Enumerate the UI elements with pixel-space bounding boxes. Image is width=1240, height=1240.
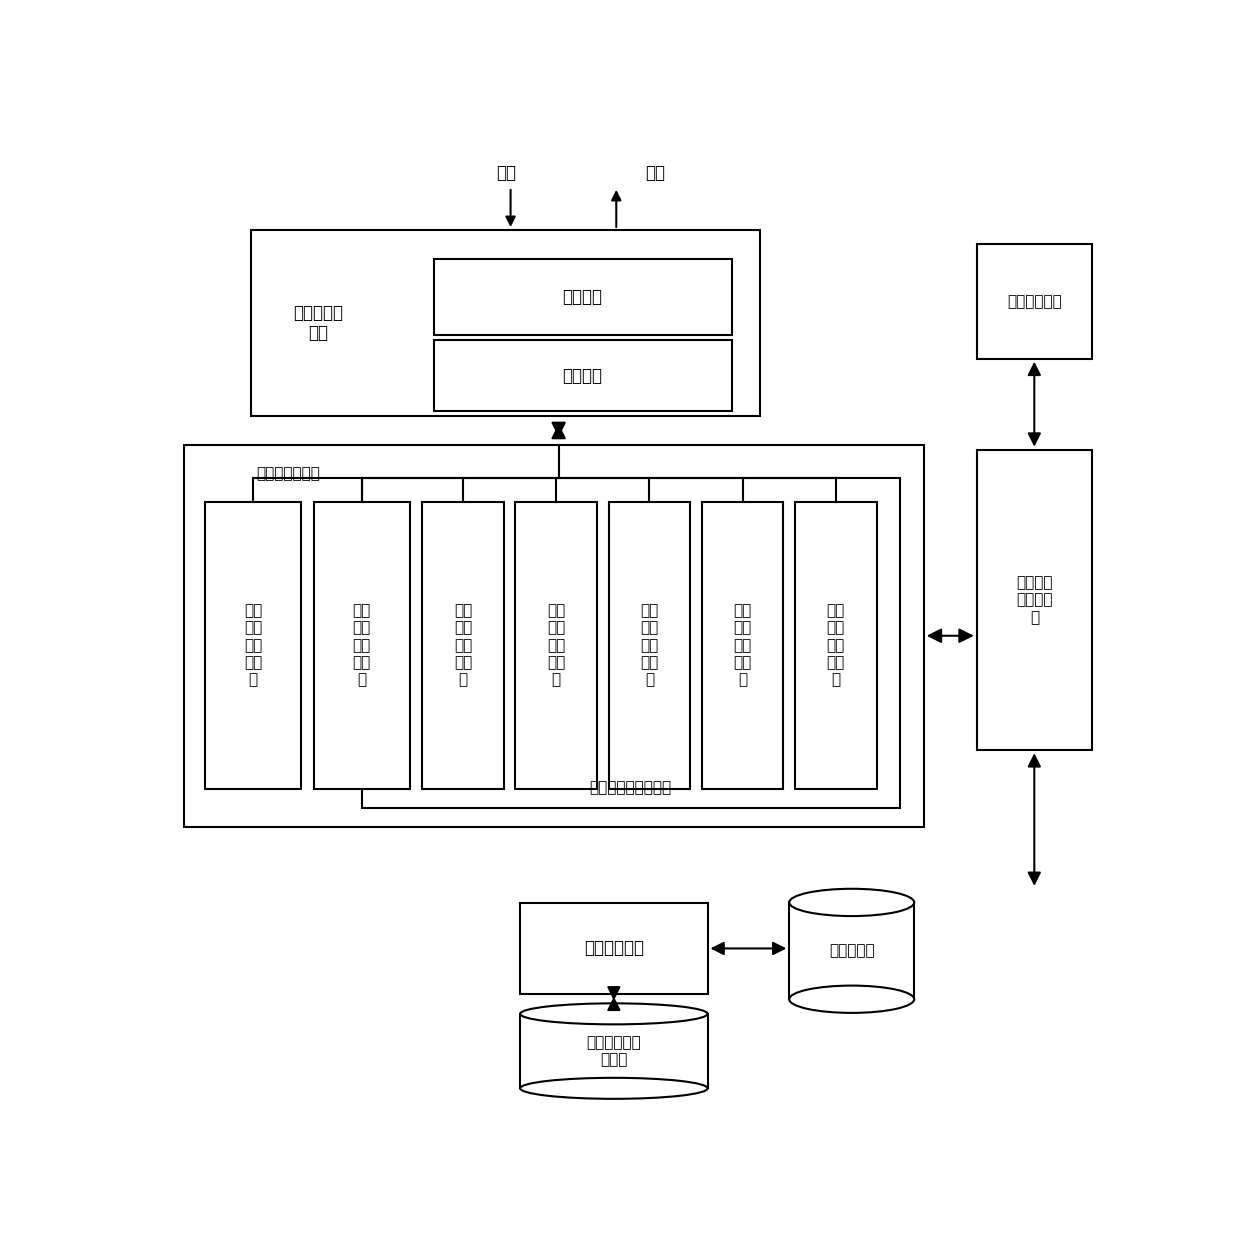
Bar	[789, 903, 914, 999]
Text: 内存数据库: 内存数据库	[828, 944, 874, 959]
Bar	[977, 450, 1092, 750]
Text: 车种
优惠
处理
微服
务: 车种 优惠 处理 微服 务	[454, 603, 472, 688]
Text: 特殊
优惠
处理
微服
务: 特殊 优惠 处理 微服 务	[827, 603, 844, 688]
Bar	[521, 1014, 708, 1089]
Text: 内存数据
库接口模
块: 内存数据 库接口模 块	[1016, 575, 1053, 625]
Bar	[516, 502, 598, 789]
Text: 通讯管理: 通讯管理	[563, 288, 603, 306]
Ellipse shape	[521, 1078, 708, 1099]
Text: 业务判断: 业务判断	[563, 367, 603, 384]
Bar	[250, 229, 760, 417]
Bar	[521, 903, 708, 993]
Bar	[702, 502, 784, 789]
Text: 省外
计费
处理
子模
块: 省外 计费 处理 子模 块	[244, 603, 262, 688]
Ellipse shape	[521, 1003, 708, 1024]
Bar	[362, 479, 900, 807]
Text: 省内
计费
处理
子模
块: 省内 计费 处理 子模 块	[352, 603, 371, 688]
Bar	[434, 259, 732, 335]
Text: 时间
优惠
处理
微服
务: 时间 优惠 处理 微服 务	[734, 603, 751, 688]
Ellipse shape	[790, 889, 914, 916]
Bar	[314, 502, 409, 789]
Text: 收费站服务器
数据库: 收费站服务器 数据库	[587, 1035, 641, 1068]
Text: 计费监控模块: 计费监控模块	[1007, 294, 1061, 309]
Text: 微服务网关
模块: 微服务网关 模块	[294, 304, 343, 342]
Text: 路段
优惠
处理
微服
务: 路段 优惠 处理 微服 务	[547, 603, 565, 688]
Bar	[977, 244, 1092, 358]
Bar	[184, 445, 924, 827]
Bar	[205, 502, 301, 789]
Bar	[795, 502, 877, 789]
Text: 卡片
优惠
处理
微服
务: 卡片 优惠 处理 微服 务	[640, 603, 658, 688]
Text: 计费微服务模块: 计费微服务模块	[255, 466, 320, 481]
Bar	[422, 502, 503, 789]
Ellipse shape	[790, 986, 914, 1013]
Text: 优惠计费处理子模块: 优惠计费处理子模块	[590, 780, 672, 795]
Bar	[434, 340, 732, 412]
Text: 应答: 应答	[645, 164, 665, 182]
Text: 数据同步模块: 数据同步模块	[584, 940, 644, 957]
Text: 请求: 请求	[496, 164, 516, 182]
Bar	[609, 502, 691, 789]
